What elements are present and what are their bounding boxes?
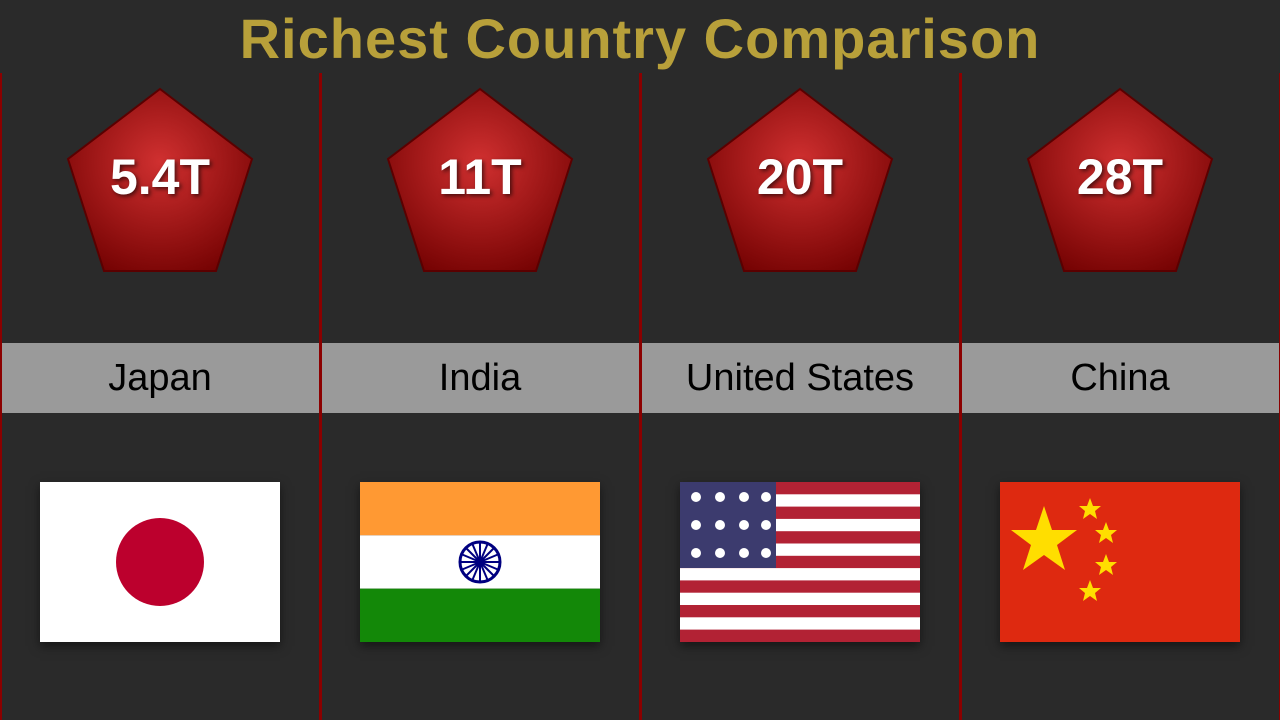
- country-column: 28T China: [959, 73, 1280, 720]
- name-bar: India: [322, 343, 639, 413]
- flag-wrap: [40, 413, 280, 720]
- badge-wrap: 20T: [700, 73, 900, 303]
- value-badge: 20T: [700, 81, 900, 281]
- page-title: Richest Country Comparison: [0, 0, 1280, 73]
- name-bar: United States: [642, 343, 959, 413]
- flag-wrap: [680, 413, 920, 720]
- country-column: 11T India: [319, 73, 642, 720]
- value-text: 5.4T: [110, 148, 210, 206]
- value-badge: 5.4T: [60, 81, 260, 281]
- value-badge: 11T: [380, 81, 580, 281]
- country-name: India: [439, 357, 521, 400]
- flag-wrap: [1000, 413, 1240, 720]
- name-bar: Japan: [2, 343, 319, 413]
- infographic-frame: Richest Country Comparison 5.4T: [0, 0, 1280, 720]
- name-bar: China: [962, 343, 1279, 413]
- value-text: 11T: [438, 148, 521, 206]
- badge-wrap: 5.4T: [60, 73, 260, 303]
- value-text: 20T: [757, 148, 843, 206]
- flag-wrap: [360, 413, 600, 720]
- country-name: Japan: [108, 357, 212, 400]
- badge-wrap: 11T: [380, 73, 580, 303]
- country-column: 20T United States: [639, 73, 962, 720]
- flag-india-icon: [360, 482, 600, 642]
- country-column: 5.4T Japan: [0, 73, 322, 720]
- flag-china-icon: [1000, 482, 1240, 642]
- country-name: United States: [686, 357, 914, 400]
- flag-usa-icon: [680, 482, 920, 642]
- country-name: China: [1070, 357, 1169, 400]
- value-text: 28T: [1077, 148, 1163, 206]
- badge-wrap: 28T: [1020, 73, 1220, 303]
- value-badge: 28T: [1020, 81, 1220, 281]
- columns-container: 5.4T Japan: [0, 73, 1280, 720]
- flag-japan-icon: [40, 482, 280, 642]
